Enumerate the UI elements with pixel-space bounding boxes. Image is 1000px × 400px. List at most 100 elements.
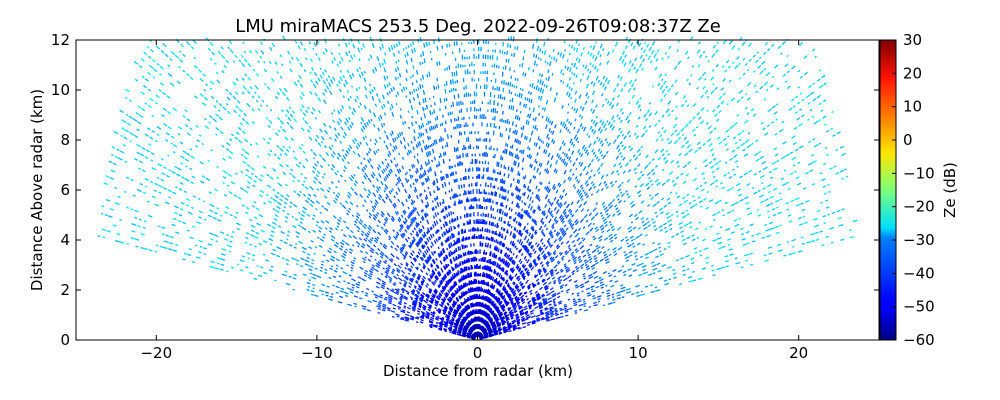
radar-gate — [564, 266, 569, 270]
radar-gate — [446, 133, 449, 139]
radar-gate — [441, 122, 444, 126]
radar-gate — [606, 60, 610, 65]
radar-gate — [386, 75, 389, 79]
radar-gate — [364, 94, 368, 99]
radar-gate — [562, 151, 565, 154]
radar-gate — [455, 247, 458, 253]
radar-gate — [545, 77, 548, 80]
radar-gate — [704, 164, 708, 168]
radar-gate — [595, 156, 599, 160]
radar-gate — [410, 199, 415, 205]
radar-gate — [400, 131, 404, 135]
radar-gate — [508, 207, 511, 211]
radar-gate — [629, 235, 634, 239]
radar-gate — [596, 245, 601, 250]
radar-gate — [573, 229, 578, 234]
radar-gate — [328, 146, 333, 151]
radar-gate — [491, 293, 494, 298]
radar-gate — [550, 120, 554, 126]
radar-gate — [507, 284, 511, 288]
radar-gate — [444, 181, 447, 187]
radar-gate — [758, 194, 764, 198]
radar-gate — [512, 290, 517, 295]
radar-gate — [509, 256, 513, 262]
radar-gate — [687, 56, 690, 60]
radar-gate — [549, 306, 553, 309]
radar-gate — [452, 171, 455, 176]
radar-gate — [524, 267, 528, 272]
radar-gate — [434, 125, 437, 129]
radar-gate — [351, 139, 356, 145]
radar-gate — [614, 280, 619, 283]
radar-gate — [497, 162, 500, 167]
radar-gate — [715, 185, 718, 188]
radar-gate — [453, 273, 457, 278]
radar-gate — [573, 47, 576, 51]
radar-gate — [720, 100, 725, 105]
radar-gate — [493, 268, 496, 274]
radar-gate — [683, 223, 689, 227]
radar-gate — [416, 195, 419, 200]
radar-gate — [551, 130, 555, 135]
radar-gate — [688, 221, 693, 225]
radar-gate — [437, 246, 440, 250]
radar-gate — [751, 234, 755, 238]
radar-gate — [383, 130, 387, 134]
radar-gate — [537, 87, 540, 92]
radar-gate — [644, 285, 649, 288]
radar-gate — [305, 57, 308, 61]
radar-gate — [371, 42, 375, 48]
radar-gate — [795, 176, 800, 180]
radar-gate — [668, 278, 672, 281]
radar-gate — [821, 74, 826, 79]
radar-gate — [686, 193, 690, 197]
radar-gate — [566, 83, 569, 88]
radar-gate — [503, 328, 509, 332]
radar-gate — [735, 261, 741, 265]
radar-gate — [820, 201, 823, 204]
radar-gate — [561, 258, 565, 261]
radar-gate — [341, 158, 345, 162]
radar-gate — [504, 189, 507, 193]
radar-gate — [447, 236, 451, 241]
radar-gate — [437, 271, 441, 277]
radar-gate — [512, 243, 515, 247]
radar-gate — [682, 164, 688, 169]
radar-gate — [456, 178, 458, 182]
radar-gate — [709, 148, 714, 152]
radar-gate — [625, 162, 629, 167]
radar-gate — [594, 226, 599, 230]
radar-gate — [557, 202, 560, 206]
radar-gate — [599, 150, 603, 155]
radar-gate — [520, 270, 524, 275]
radar-gate — [603, 236, 609, 241]
radar-gate — [339, 108, 343, 112]
radar-gate — [510, 276, 514, 282]
radar-gate — [648, 161, 652, 166]
radar-gate — [589, 125, 593, 131]
radar-gate — [515, 316, 520, 320]
radar-gate — [332, 151, 336, 155]
radar-gate — [553, 186, 557, 191]
radar-gate — [438, 61, 441, 66]
radar-gate — [791, 135, 796, 139]
radar-gate — [588, 175, 592, 180]
radar-gate — [640, 216, 645, 221]
radar-gate — [322, 79, 327, 85]
radar-gate — [656, 181, 661, 186]
radar-gate — [526, 283, 532, 288]
radar-gate — [440, 290, 444, 294]
radar-gate — [524, 245, 528, 251]
radar-gate — [565, 203, 570, 209]
radar-gate — [493, 246, 496, 251]
radar-gate — [446, 247, 449, 251]
radar-gate — [813, 120, 819, 125]
radar-gate — [563, 142, 566, 147]
radar-gate — [525, 312, 528, 316]
radar-gate — [708, 199, 714, 203]
radar-gate — [681, 234, 685, 238]
radar-gate — [360, 161, 363, 165]
radar-gate — [765, 72, 771, 77]
radar-gate — [622, 170, 626, 174]
radar-gate — [516, 229, 519, 233]
